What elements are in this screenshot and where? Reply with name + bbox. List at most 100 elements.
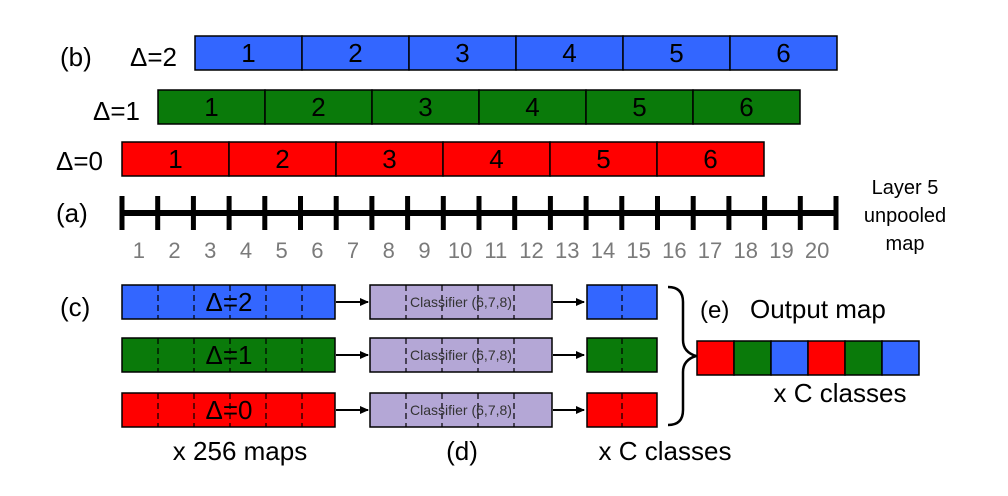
offset-cell: 6 <box>692 89 801 125</box>
output-map-title: Output map <box>750 294 886 324</box>
offset-cell: 2 <box>228 141 337 177</box>
classes-caption: x C classes <box>599 436 732 466</box>
offset-cell: 2 <box>264 89 373 125</box>
maps-caption: x 256 maps <box>173 436 307 466</box>
tick-label: 20 <box>805 238 829 263</box>
panel-b: (b) Δ=2 1 2 3 4 5 6 Δ=1 1 2 3 4 5 6 Δ=0 1 2 3 4 5 6 <box>56 35 838 177</box>
offset-row-delta-1: Δ=1 1 2 3 4 5 6 <box>93 89 801 126</box>
cell-label: 4 <box>489 144 503 174</box>
cell-label: 2 <box>348 38 362 68</box>
classifier-block <box>369 337 553 373</box>
offset-cell: 6 <box>656 141 765 177</box>
classifier-label: Classifier (6,7,8) <box>410 294 512 310</box>
offset-cell: 1 <box>157 89 266 125</box>
tick-label: 6 <box>311 238 323 263</box>
cell-label: 1 <box>241 38 255 68</box>
delta-label: Δ=1 <box>205 340 252 370</box>
tick-label: 2 <box>168 238 180 263</box>
cell-label: 5 <box>669 38 683 68</box>
offset-cell: 3 <box>335 141 444 177</box>
output-cell <box>881 340 920 376</box>
offset-cell: 1 <box>121 141 230 177</box>
tick-label: 5 <box>276 238 288 263</box>
classifier-rows: Δ=2 Classifier (6,7,8) Δ=1 Classifier (6,7,… <box>121 284 658 428</box>
output-map <box>696 340 920 376</box>
caption-line: unpooled <box>864 205 946 227</box>
offset-cell: 3 <box>371 89 480 125</box>
panel-c: (c) Δ=2 Classifier (6,7,8) Δ=1 Classifier (… <box>60 284 732 466</box>
offset-cell: 5 <box>549 141 658 177</box>
classifier-row: Δ=1 Classifier (6,7,8) <box>121 337 658 373</box>
tick-label: 10 <box>448 238 472 263</box>
offset-cell: 1 <box>194 35 303 71</box>
panel-a-label: (a) <box>56 198 88 228</box>
cell-label: 6 <box>776 38 790 68</box>
tick-label: 3 <box>204 238 216 263</box>
cell-label: 5 <box>596 144 610 174</box>
cell-label: 3 <box>418 92 432 122</box>
tick-label: 19 <box>769 238 793 263</box>
panel-e: (e) Output map x C classes <box>696 294 920 408</box>
cell-label: 2 <box>311 92 325 122</box>
offset-row-delta-0: Δ=0 1 2 3 4 5 6 <box>56 141 765 177</box>
classifier-block <box>369 284 553 320</box>
classifier-block <box>369 392 553 428</box>
panel-a: (a) 1 2 3 4 5 6 7 8 9 10 11 12 13 14 15 16 17 18 19 20 Laye… <box>56 177 946 263</box>
tick-label: 13 <box>555 238 579 263</box>
delta-label: Δ=0 <box>56 146 103 176</box>
delta-label: Δ=2 <box>205 287 252 317</box>
offset-cell: 5 <box>622 35 731 71</box>
cell-label: 4 <box>525 92 539 122</box>
output-classes-caption: x C classes <box>774 378 907 408</box>
classifier-label: Classifier (6,7,8) <box>410 347 512 363</box>
merge-brace <box>667 285 701 427</box>
tick-label: 14 <box>591 238 615 263</box>
tick-label: 1 <box>133 238 145 263</box>
panel-e-label: (e) <box>700 297 729 324</box>
caption-line: map <box>886 233 925 255</box>
tick-label: 15 <box>626 238 650 263</box>
delta-label: Δ=1 <box>93 96 140 126</box>
tick-label: 8 <box>383 238 395 263</box>
offset-cell: 6 <box>729 35 838 71</box>
output-cell <box>733 340 772 376</box>
tick-label: 16 <box>662 238 686 263</box>
cell-label: 1 <box>168 144 182 174</box>
output-cell <box>696 340 735 376</box>
offset-cell: 5 <box>585 89 694 125</box>
cell-label: 1 <box>204 92 218 122</box>
cell-label: 6 <box>703 144 717 174</box>
tick-label: 11 <box>484 238 507 263</box>
tick-label: 9 <box>418 238 430 263</box>
cell-label: 2 <box>275 144 289 174</box>
output-cell <box>807 340 846 376</box>
tick-label: 4 <box>240 238 252 263</box>
offset-cell: 4 <box>442 141 551 177</box>
classifier-row: Δ=2 Classifier (6,7,8) <box>121 284 658 320</box>
tick-label: 7 <box>347 238 359 263</box>
cell-label: 3 <box>382 144 396 174</box>
offset-cell: 2 <box>301 35 410 71</box>
layer5-ticks: 1 2 3 4 5 6 7 8 9 10 11 12 13 14 15 16 17 18 19 20 <box>119 196 839 263</box>
panel-d-label: (d) <box>446 436 478 466</box>
cell-label: 4 <box>562 38 576 68</box>
tick-label: 17 <box>698 238 722 263</box>
cell-label: 6 <box>739 92 753 122</box>
offset-cell: 3 <box>408 35 517 71</box>
layer5-caption: Layer 5 unpooled map <box>864 177 946 255</box>
cell-label: 3 <box>455 38 469 68</box>
caption-line: Layer 5 <box>872 177 939 199</box>
classifier-row: Δ=0 Classifier (6,7,8) <box>121 392 658 428</box>
cell-label: 5 <box>632 92 646 122</box>
offset-cell: 4 <box>478 89 587 125</box>
delta-label: Δ=0 <box>205 395 252 425</box>
offset-row-delta-2: Δ=2 1 2 3 4 5 6 <box>130 35 838 72</box>
tick-label: 18 <box>734 238 758 263</box>
delta-label: Δ=2 <box>130 42 177 72</box>
panel-b-label: (b) <box>60 42 92 72</box>
classifier-label: Classifier (6,7,8) <box>410 402 512 418</box>
output-cell <box>770 340 809 376</box>
offset-cell: 4 <box>515 35 624 71</box>
tick-label: 12 <box>519 238 543 263</box>
